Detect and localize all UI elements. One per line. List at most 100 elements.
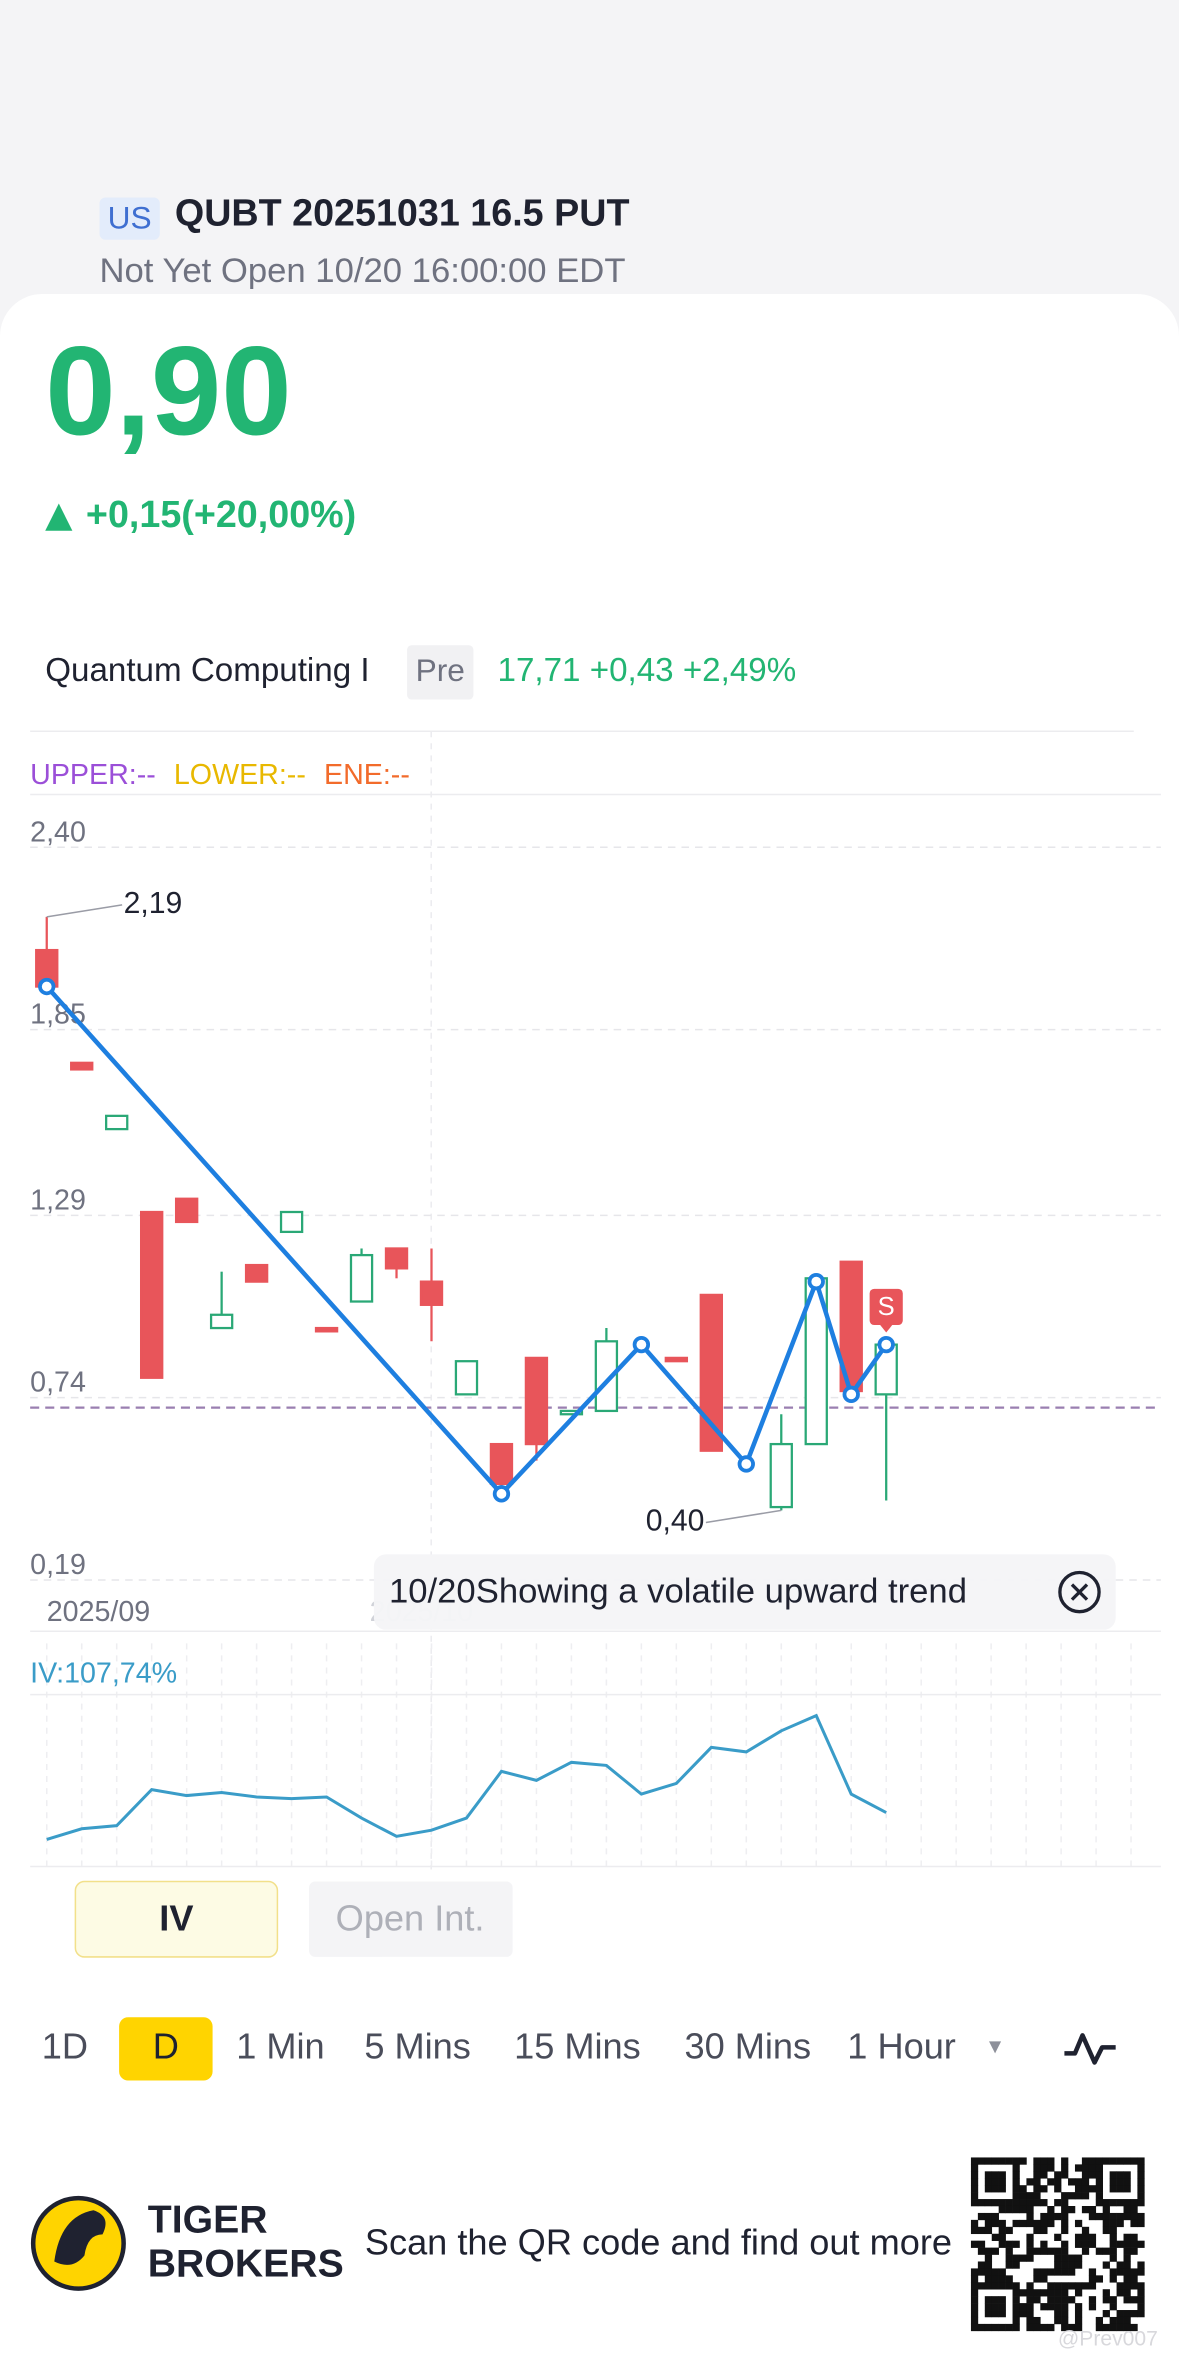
qr-module — [1019, 2157, 1027, 2165]
candle-body — [314, 1326, 339, 1333]
qr-module — [1088, 2157, 1097, 2165]
underlying-name[interactable]: Quantum Computing I — [45, 652, 369, 689]
qr-module — [1074, 2323, 1083, 2332]
qr-module — [1137, 2240, 1145, 2248]
qr-module — [1054, 2268, 1062, 2276]
qr-module — [977, 2240, 986, 2248]
qr-module — [1123, 2282, 1131, 2290]
qr-module — [1019, 2199, 1027, 2207]
market-badge — [99, 197, 160, 240]
candle-body — [419, 1280, 444, 1306]
candle-body — [244, 1263, 269, 1283]
qr-module — [1088, 2171, 1097, 2179]
qr-module — [1054, 2316, 1062, 2325]
qr-module — [1061, 2157, 1069, 2165]
qr-module — [1116, 2282, 1124, 2290]
qr-module — [1005, 2157, 1013, 2165]
cta: Scan the QR code and find out more — [365, 2221, 952, 2262]
qr-module — [1061, 2296, 1069, 2304]
tab-label[interactable]: Open Int. — [336, 1897, 485, 1938]
qr-module — [1074, 2289, 1083, 2297]
qr-module — [998, 2226, 1006, 2235]
qr-module — [1109, 2178, 1117, 2186]
signal-label: S — [878, 1293, 895, 1321]
qr-module — [1123, 2247, 1131, 2255]
qr-module — [1123, 2323, 1131, 2332]
qr-module — [1033, 2185, 1041, 2193]
qr-module — [1012, 2157, 1020, 2165]
timeframe[interactable]: 30 Mins — [684, 2025, 811, 2066]
qr-module — [1081, 2171, 1090, 2179]
candle-body — [664, 1356, 689, 1363]
qr-module — [1019, 2192, 1027, 2200]
qr-module — [1116, 2316, 1124, 2325]
qr-module — [1081, 2178, 1090, 2186]
market-status: Not Yet Open 10/20 16:00:00 EDT — [100, 252, 626, 290]
timeframe[interactable]: 1 Hour — [847, 2025, 956, 2066]
qr-module — [1040, 2219, 1048, 2228]
timeframe-selected[interactable] — [119, 2017, 213, 2081]
qr-module — [1123, 2205, 1131, 2214]
signal-pointer — [880, 1325, 893, 1333]
qr-module — [991, 2310, 999, 2318]
qr-module — [1005, 2226, 1013, 2235]
qr-module — [1109, 2247, 1117, 2255]
qr-module — [1130, 2205, 1138, 2214]
dropdown-arrow[interactable] — [989, 2041, 1002, 2054]
note-close[interactable] — [1058, 1570, 1101, 1614]
qr-module — [998, 2268, 1006, 2276]
annotation-label: 0,40 — [646, 1504, 705, 1537]
qr-module — [984, 2310, 993, 2318]
qr-module — [1109, 2296, 1117, 2304]
qr-module — [1005, 2199, 1013, 2207]
timeframe[interactable]: 15 Mins — [514, 2025, 641, 2066]
qr-module — [1074, 2233, 1083, 2241]
qr-module — [1095, 2192, 1104, 2200]
qr-module — [984, 2185, 993, 2193]
timeframe[interactable]: 5 Mins — [364, 2025, 471, 2066]
qr-module — [1026, 2192, 1034, 2200]
qr-module — [1068, 2261, 1076, 2269]
qr-module — [1088, 2185, 1097, 2193]
timeframe[interactable]: 1D — [42, 2025, 88, 2066]
qr-module — [1088, 2296, 1097, 2304]
qr-module — [984, 2282, 993, 2290]
qr-module — [1054, 2212, 1062, 2221]
qr-module — [1026, 2247, 1034, 2255]
qr-module — [1123, 2316, 1131, 2325]
qr-module — [984, 2261, 993, 2269]
qr-module — [1137, 2192, 1145, 2200]
qr-module — [1123, 2185, 1131, 2193]
qr-module — [991, 2303, 999, 2311]
candle-body — [699, 1293, 724, 1452]
qr-module — [1061, 2240, 1069, 2248]
underlying-quote: 17,71 +0,43 +2,49% — [498, 652, 797, 689]
tab-label[interactable]: IV — [159, 1897, 193, 1938]
qr-module — [1012, 2323, 1020, 2332]
qr-module — [1102, 2261, 1110, 2269]
qr-module — [1095, 2171, 1104, 2179]
qr-module — [1005, 2275, 1013, 2283]
tab-iv[interactable] — [74, 1880, 279, 1958]
qr-module — [998, 2296, 1006, 2304]
qr-module — [1005, 2240, 1013, 2248]
qr-module — [1054, 2303, 1062, 2311]
qr-module — [970, 2226, 979, 2235]
qr-module — [998, 2323, 1006, 2332]
qr-module — [1061, 2226, 1069, 2235]
qr-module — [1088, 2268, 1097, 2276]
qr-module — [1123, 2233, 1131, 2241]
qr-module — [1054, 2185, 1062, 2193]
qr-module — [1109, 2233, 1117, 2241]
qr-module — [1061, 2323, 1069, 2332]
indicator-icon[interactable] — [1064, 2033, 1116, 2065]
qr-module — [970, 2240, 979, 2248]
timeframe[interactable]: 1 Min — [236, 2025, 324, 2066]
qr-module — [1095, 2164, 1104, 2172]
timeframe[interactable]: D — [153, 2025, 179, 2066]
qr-module — [1012, 2171, 1020, 2179]
tab-open-int[interactable] — [309, 1881, 513, 1957]
qr-module — [1047, 2282, 1055, 2290]
qr-module — [1005, 2205, 1013, 2214]
qr-module — [1061, 2199, 1069, 2207]
